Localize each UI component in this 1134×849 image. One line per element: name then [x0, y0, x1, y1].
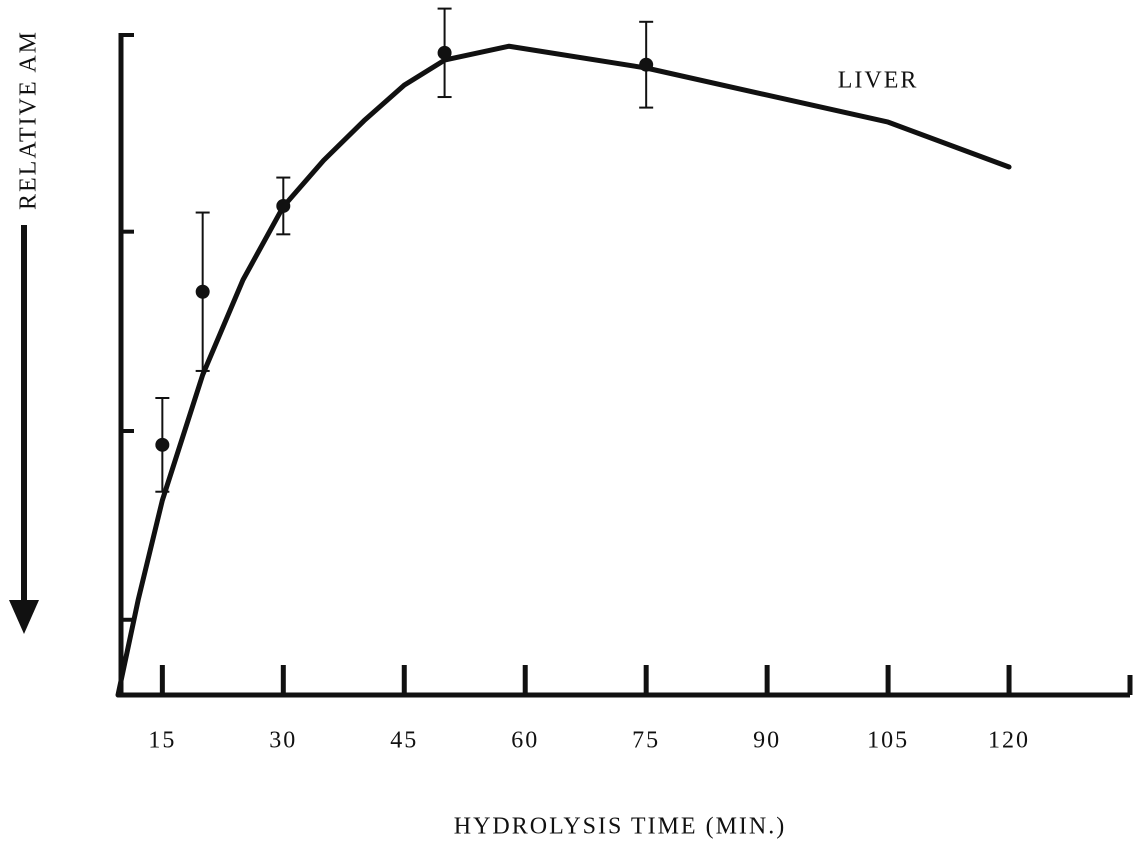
data-point — [155, 437, 170, 452]
curve-label: LIVER — [838, 68, 919, 94]
x-tick-label: 120 — [988, 728, 1030, 754]
x-axis-label: HYDROLYSIS TIME (MIN.) — [454, 814, 786, 840]
arrow-head — [9, 600, 39, 634]
x-tick-label: 30 — [269, 728, 297, 754]
x-tick-label: 75 — [632, 728, 660, 754]
x-tick-label: 60 — [511, 728, 539, 754]
data-point — [276, 198, 291, 213]
x-tick-label: 45 — [390, 728, 418, 754]
x-tick-label: 105 — [867, 728, 909, 754]
y-axis-label: RELATIVE AM — [16, 30, 42, 210]
x-tick-label: 90 — [753, 728, 781, 754]
data-point — [195, 284, 210, 299]
x-tick-label: 15 — [148, 728, 176, 754]
curve — [115, 43, 1012, 698]
data-point — [437, 45, 452, 60]
data-point — [639, 57, 654, 72]
